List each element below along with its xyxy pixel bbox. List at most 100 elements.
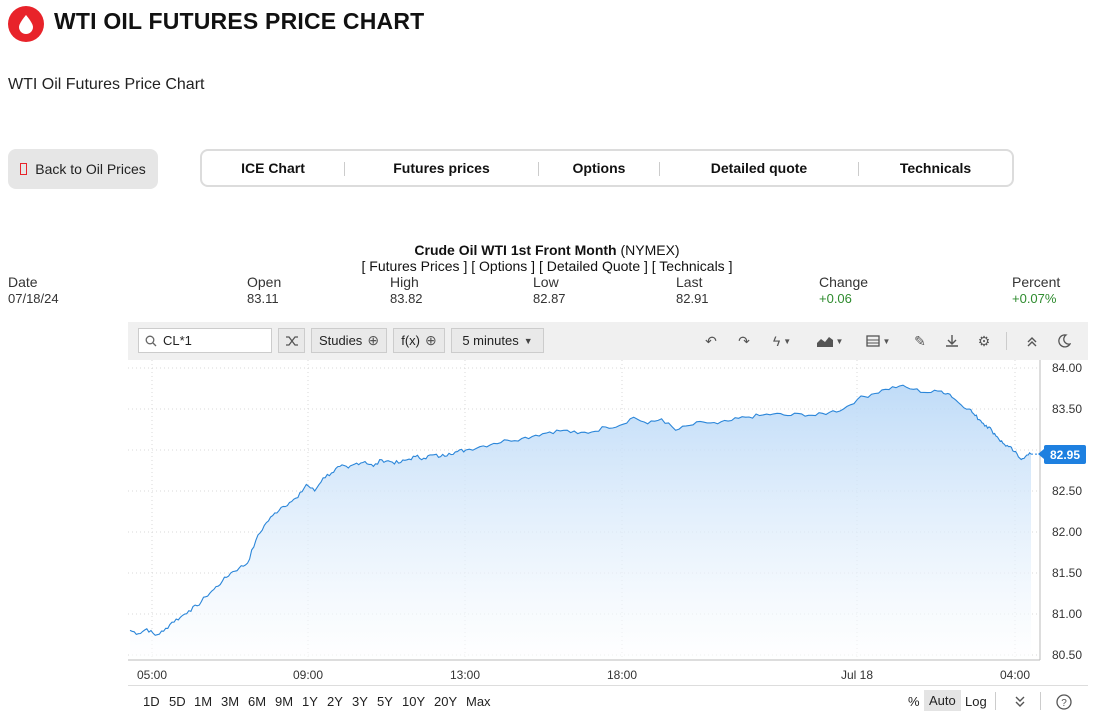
instrument-title: Crude Oil WTI 1st Front Month (NYMEX)	[0, 242, 1094, 258]
compare-button[interactable]	[278, 328, 305, 353]
quote-date: 07/18/24	[8, 291, 59, 306]
quote-high: 83.82	[390, 291, 423, 306]
back-button-label: Back to Oil Prices	[35, 161, 146, 177]
quote-label-open: Open	[247, 274, 282, 290]
events-icon[interactable]: ϟ ▼	[772, 333, 792, 349]
y-tick-label: 82.00	[1052, 525, 1082, 539]
scale-percent[interactable]: %	[908, 694, 920, 709]
price-line	[129, 384, 1032, 636]
page-title: WTI OIL FUTURES PRICE CHART	[54, 8, 425, 34]
back-to-oil-prices-button[interactable]: Back to Oil Prices	[8, 149, 158, 189]
tab-technicals[interactable]: Technicals	[899, 160, 972, 176]
download-icon[interactable]	[942, 331, 962, 351]
toolbar-separator	[1006, 332, 1007, 350]
dark-mode-moon-icon[interactable]	[1054, 331, 1074, 351]
x-tick-label: 18:00	[607, 668, 637, 682]
range-5d[interactable]: 5D	[169, 694, 186, 709]
range-separator	[1040, 692, 1041, 710]
range-20y[interactable]: 20Y	[434, 694, 458, 709]
quote-label-percent: Percent	[1012, 274, 1061, 290]
x-tick-label: 04:00	[1000, 668, 1030, 682]
chart-tab-bar: ICE Chart Futures prices Options Detaile…	[200, 149, 1014, 187]
link-futures-prices[interactable]: [ Futures Prices ]	[361, 258, 468, 274]
add-circle-icon: ⊕	[367, 332, 380, 348]
function-label: f(x)	[401, 333, 421, 348]
page-subtitle: WTI Oil Futures Price Chart	[8, 76, 205, 93]
studies-label: Studies	[318, 333, 363, 348]
chart-type-icon[interactable]: ▼	[814, 331, 846, 351]
link-technicals[interactable]: [ Technicals ]	[651, 258, 733, 274]
x-tick-label: 09:00	[293, 668, 323, 682]
bottom-divider	[128, 685, 1088, 686]
instrument-links: [ Futures Prices ] [ Options ] [ Detaile…	[0, 258, 1094, 274]
range-6m[interactable]: 6M	[248, 694, 267, 709]
undo-icon[interactable]: ↶	[705, 332, 717, 349]
quote-label-high: High	[390, 274, 419, 290]
collapse-up-icon[interactable]	[1022, 331, 1042, 351]
quote-label-last: Last	[676, 274, 703, 290]
function-button[interactable]: f(x) ⊕	[393, 328, 445, 353]
tab-separator	[538, 162, 539, 176]
tab-detailed-quote[interactable]: Detailed quote	[710, 160, 808, 176]
range-5y[interactable]: 5Y	[377, 694, 393, 709]
oil-drop-icon	[19, 15, 33, 34]
symbol-search-input[interactable]: CL*1	[138, 328, 272, 353]
x-tick-label: Jul 18	[841, 668, 873, 682]
range-1d[interactable]: 1D	[143, 694, 160, 709]
range-10y[interactable]: 10Y	[402, 694, 426, 709]
instrument-name: Crude Oil WTI 1st Front Month	[414, 242, 617, 258]
tab-separator	[858, 162, 859, 176]
range-separator	[995, 692, 996, 710]
layout-icon[interactable]: ▼	[862, 331, 894, 351]
range-selector: 1D 5D 1M 3M 6M 9M 1Y 2Y 3Y 5Y 10Y 20Y Ma…	[0, 690, 1094, 714]
draw-pencil-icon[interactable]: ✎	[914, 332, 926, 349]
oil-drop-logo	[8, 6, 44, 42]
link-detailed-quote[interactable]: [ Detailed Quote ]	[538, 258, 648, 274]
quote-label-date: Date	[8, 274, 38, 290]
quote-label-change: Change	[819, 274, 869, 290]
tab-separator	[344, 162, 345, 176]
quote-change: +0.06	[819, 291, 852, 306]
instrument-exchange: (NYMEX)	[620, 242, 680, 258]
chevron-down-icon: ▼	[523, 335, 533, 346]
quote-label-low: Low	[533, 274, 559, 290]
interval-value: 5 minutes	[462, 333, 519, 348]
link-options[interactable]: [ Options ]	[471, 258, 536, 274]
expand-down-icon[interactable]	[1014, 696, 1026, 711]
quote-last: 82.91	[676, 291, 709, 306]
interval-select[interactable]: 5 minutes ▼	[451, 328, 544, 353]
tab-separator	[659, 162, 660, 176]
tab-ice-chart[interactable]: ICE Chart	[241, 160, 305, 176]
y-tick-label: 81.50	[1052, 566, 1082, 580]
last-price-tag: 82.95	[1038, 445, 1086, 465]
tab-futures-prices[interactable]: Futures prices	[393, 160, 490, 176]
y-tick-label: 80.50	[1052, 648, 1082, 662]
y-tick-label: 82.50	[1052, 484, 1082, 498]
range-1y[interactable]: 1Y	[302, 694, 318, 709]
range-3y[interactable]: 3Y	[352, 694, 368, 709]
quote-open: 83.11	[247, 291, 279, 306]
y-tick-label: 83.50	[1052, 402, 1082, 416]
help-icon[interactable]: ?	[1056, 694, 1072, 713]
scale-log[interactable]: Log	[965, 694, 987, 709]
x-tick-label: 13:00	[450, 668, 480, 682]
price-area	[130, 385, 1031, 660]
studies-button[interactable]: Studies ⊕	[311, 328, 387, 353]
range-1m[interactable]: 1M	[194, 694, 213, 709]
redo-icon[interactable]: ↷	[738, 332, 750, 349]
quote-low: 82.87	[533, 291, 566, 306]
range-3m[interactable]: 3M	[221, 694, 240, 709]
y-tick-label: 81.00	[1052, 607, 1082, 621]
svg-text:?: ?	[1061, 698, 1067, 709]
add-circle-icon: ⊕	[425, 332, 437, 348]
range-9m[interactable]: 9M	[275, 694, 294, 709]
scale-auto[interactable]: Auto	[924, 690, 961, 711]
back-icon	[20, 163, 28, 175]
quote-percent: +0.07%	[1012, 291, 1057, 306]
settings-gear-icon[interactable]: ⚙	[977, 332, 991, 349]
range-2y[interactable]: 2Y	[327, 694, 343, 709]
x-tick-label: 05:00	[137, 668, 167, 682]
tab-options[interactable]: Options	[572, 160, 626, 176]
range-max[interactable]: Max	[466, 694, 491, 709]
